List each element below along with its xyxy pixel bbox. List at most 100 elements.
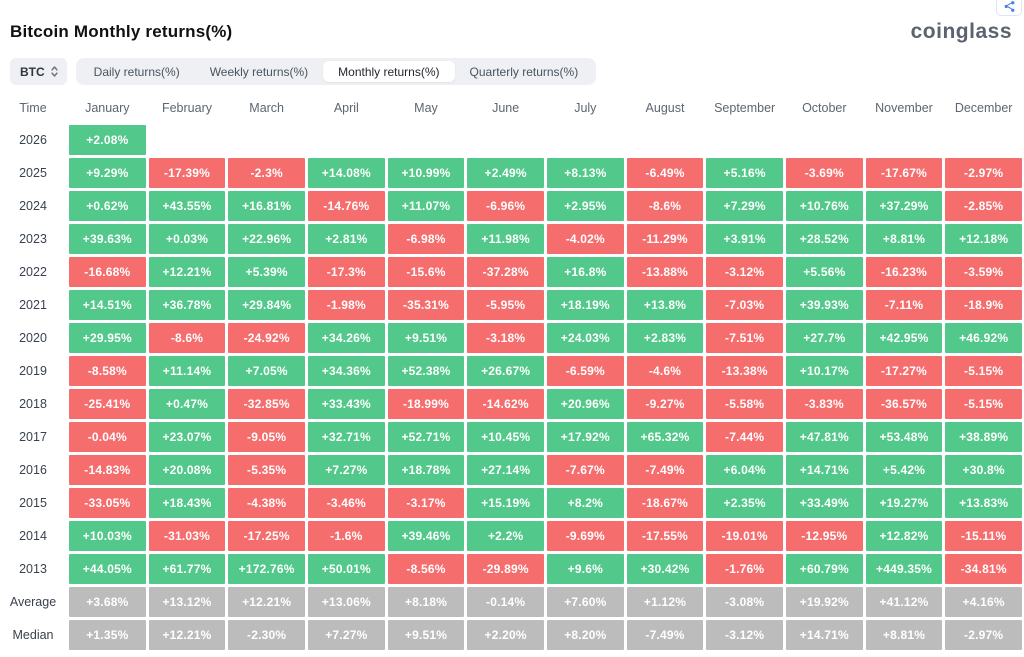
return-cell: +50.01% bbox=[307, 554, 385, 584]
return-cell bbox=[388, 125, 465, 155]
return-cell: -7.44% bbox=[706, 422, 783, 452]
return-cell: -1.6% bbox=[307, 521, 385, 551]
return-cell: -0.04% bbox=[69, 422, 146, 452]
return-cell: +14.08% bbox=[307, 158, 385, 188]
return-cell: +13.06% bbox=[307, 587, 385, 617]
return-cell: +52.38% bbox=[387, 356, 465, 386]
return-cell: +9.51% bbox=[387, 323, 465, 353]
return-cell: -29.89% bbox=[467, 554, 544, 584]
return-cell: +65.32% bbox=[626, 422, 704, 452]
page-title: Bitcoin Monthly returns(%) bbox=[10, 22, 233, 41]
return-cell: +41.12% bbox=[865, 587, 943, 617]
return-cell bbox=[866, 125, 943, 155]
return-cell: +13.12% bbox=[148, 587, 226, 617]
symbol-selector[interactable]: BTC bbox=[10, 58, 67, 85]
return-cell: +27.7% bbox=[785, 323, 863, 353]
return-cell: -8.58% bbox=[69, 356, 146, 386]
return-cell: +10.17% bbox=[785, 356, 863, 386]
return-cell: +12.21% bbox=[148, 620, 226, 650]
return-cell: -7.03% bbox=[706, 290, 783, 320]
row-label: 2021 bbox=[19, 298, 47, 312]
table-row-2019: 2019 -8.58% +11.14% +7.05% +34.36% +52.38% +26… bbox=[0, 356, 1022, 386]
share-button[interactable] bbox=[996, 0, 1022, 16]
return-cell: -17.55% bbox=[626, 521, 704, 551]
table-row-2016: 2016 -14.83% +20.08% -5.35% +7.27% +18.78% +27… bbox=[0, 455, 1022, 485]
return-cell: +23.07% bbox=[148, 422, 226, 452]
row-label: 2025 bbox=[19, 166, 47, 180]
return-cell: -13.88% bbox=[626, 257, 704, 287]
return-cell: +8.81% bbox=[865, 620, 943, 650]
row-label: 2017 bbox=[19, 430, 47, 444]
return-cell: +3.68% bbox=[69, 587, 146, 617]
return-cell: +3.91% bbox=[706, 224, 783, 254]
row-label: Median bbox=[12, 628, 54, 642]
table-row-2022: 2022 -16.68% +12.21% +5.39% -17.3% -15.6% -37.… bbox=[0, 257, 1022, 287]
return-cell: +7.05% bbox=[228, 356, 305, 386]
return-cell: +172.76% bbox=[228, 554, 305, 584]
tab-monthly[interactable]: Monthly returns(%) bbox=[323, 61, 455, 82]
column-header-march: March bbox=[249, 101, 285, 115]
return-cell: +30.8% bbox=[945, 455, 1022, 485]
tab-daily[interactable]: Daily returns(%) bbox=[93, 64, 180, 79]
return-cell: -17.27% bbox=[865, 356, 943, 386]
return-cell: +2.83% bbox=[626, 323, 704, 353]
return-cell: -2.97% bbox=[945, 158, 1022, 188]
return-cell: -37.28% bbox=[467, 257, 544, 287]
return-cell: -4.6% bbox=[626, 356, 704, 386]
return-cell: +12.21% bbox=[228, 587, 305, 617]
return-cell: -3.08% bbox=[706, 587, 783, 617]
return-cell: +5.42% bbox=[865, 455, 943, 485]
row-label: Average bbox=[9, 595, 57, 609]
return-cell: -7.51% bbox=[706, 323, 783, 353]
return-cell: +13.83% bbox=[945, 488, 1022, 518]
return-cell: -8.6% bbox=[148, 323, 226, 353]
return-cell: -14.76% bbox=[307, 191, 385, 221]
return-cell: +19.27% bbox=[865, 488, 943, 518]
return-cell: -15.6% bbox=[387, 257, 465, 287]
return-cell: +2.49% bbox=[467, 158, 544, 188]
return-cell: +2.95% bbox=[546, 191, 624, 221]
return-cell bbox=[308, 125, 385, 155]
monthly-returns-table: Time January February March April May June July… bbox=[0, 98, 1024, 650]
return-cell: +39.63% bbox=[69, 224, 146, 254]
return-cell bbox=[149, 125, 226, 155]
return-cell: +10.99% bbox=[387, 158, 465, 188]
return-cell: -9.05% bbox=[228, 422, 305, 452]
row-label: 2015 bbox=[19, 496, 47, 510]
table-row-2017: 2017 -0.04% +23.07% -9.05% +32.71% +52.71% +10… bbox=[0, 422, 1022, 452]
row-label: 2023 bbox=[19, 232, 47, 246]
controls-bar: BTC Daily returns(%) Weekly returns(%) Mon… bbox=[10, 58, 1024, 85]
return-cell: +0.47% bbox=[148, 389, 226, 419]
column-header-time: Time bbox=[19, 101, 47, 115]
symbol-selector-value: BTC bbox=[20, 64, 45, 79]
return-cell: +8.13% bbox=[546, 158, 624, 188]
return-cell: +34.36% bbox=[307, 356, 385, 386]
return-cell: -5.15% bbox=[945, 389, 1022, 419]
return-cell: -3.46% bbox=[307, 488, 385, 518]
return-cell: -24.92% bbox=[228, 323, 305, 353]
return-cell: +12.82% bbox=[865, 521, 943, 551]
return-cell: -16.68% bbox=[69, 257, 146, 287]
return-cell: +8.18% bbox=[387, 587, 465, 617]
return-cell: -34.81% bbox=[945, 554, 1022, 584]
page-header: Bitcoin Monthly returns(%) coinglass bbox=[0, 0, 1024, 44]
return-cell: -3.69% bbox=[785, 158, 863, 188]
return-cell: +18.78% bbox=[387, 455, 465, 485]
return-cell: -5.58% bbox=[706, 389, 783, 419]
return-cell: +13.8% bbox=[626, 290, 704, 320]
return-cell: +2.08% bbox=[69, 125, 146, 155]
row-label: 2013 bbox=[19, 562, 47, 576]
return-cell: -36.57% bbox=[865, 389, 943, 419]
return-cell: -7.49% bbox=[626, 620, 704, 650]
return-cell: +33.49% bbox=[785, 488, 863, 518]
column-header-february: February bbox=[161, 101, 212, 115]
return-cell: +30.42% bbox=[626, 554, 704, 584]
column-header-september: September bbox=[714, 101, 776, 115]
tab-weekly[interactable]: Weekly returns(%) bbox=[209, 64, 309, 79]
return-cell bbox=[627, 125, 704, 155]
table-row-average: Average +3.68% +13.12% +12.21% +13.06% +8.18%… bbox=[0, 587, 1022, 617]
tab-quarterly[interactable]: Quarterly returns(%) bbox=[469, 64, 579, 79]
return-cell: -18.99% bbox=[387, 389, 465, 419]
return-cell: -35.31% bbox=[387, 290, 465, 320]
return-cell: +27.14% bbox=[467, 455, 544, 485]
